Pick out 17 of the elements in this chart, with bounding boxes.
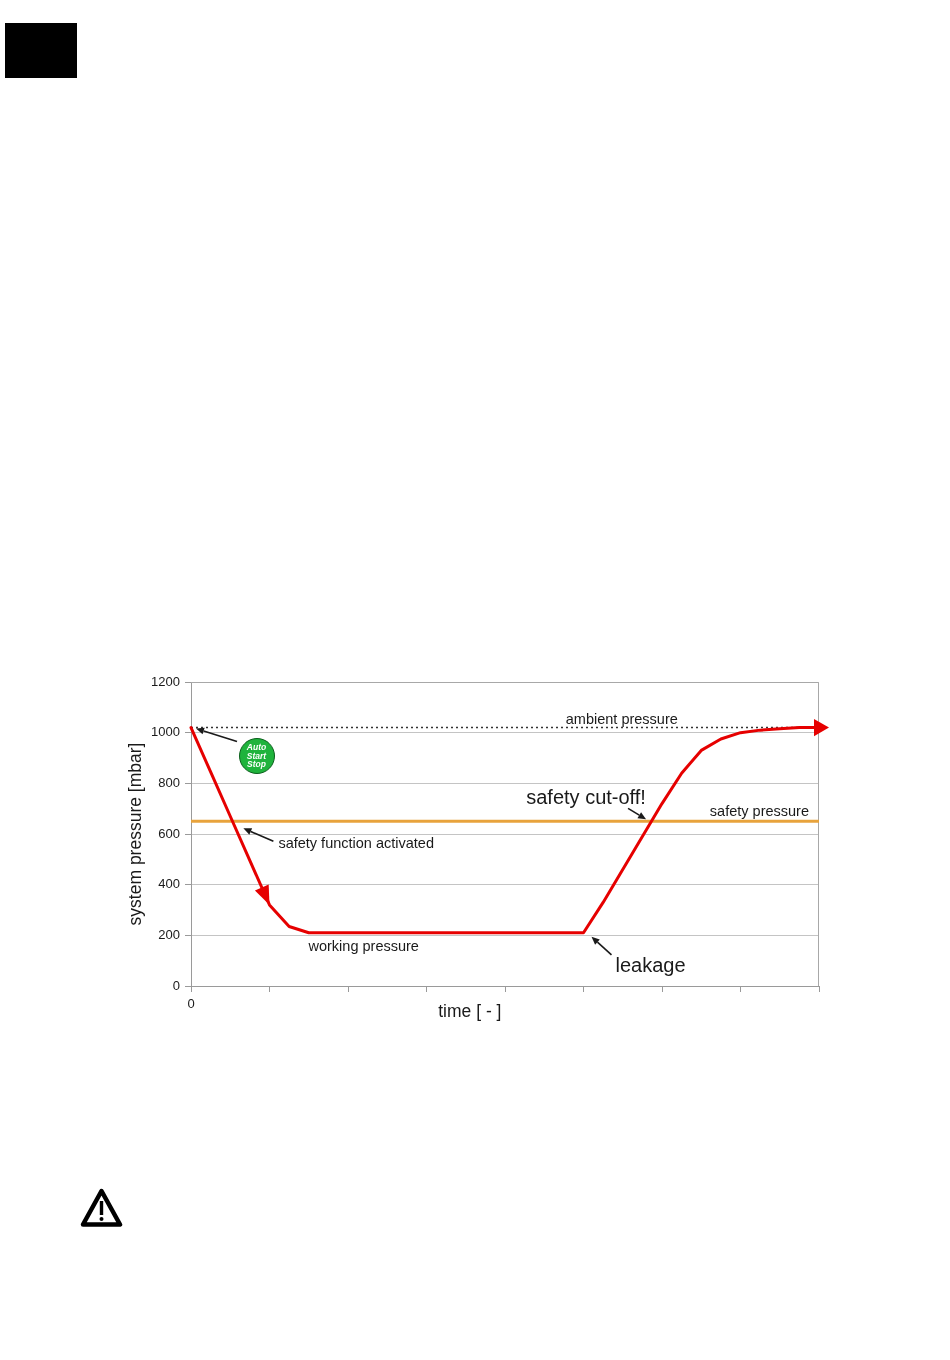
y-tick-label: 0	[172, 977, 180, 993]
y-tick-label: 600	[158, 825, 180, 841]
y-tick-label: 200	[158, 926, 180, 942]
ref-line-label: ambient pressure	[565, 710, 678, 727]
annotation: safety function activated	[278, 835, 434, 852]
ref-line-label: safety pressure	[709, 803, 809, 820]
annotation: leakage	[615, 954, 686, 977]
annotation: safety cut-off!	[526, 785, 646, 808]
annotation: Auto Start Stop	[245, 742, 268, 770]
y-tick-label: 800	[158, 774, 180, 790]
button-icon: Auto Start Stop	[238, 738, 275, 775]
y-tick-label: 1200	[151, 673, 180, 689]
y-tick-label: 1000	[151, 724, 180, 740]
x-axis-title: time [ - ]	[438, 1000, 502, 1021]
annotation: working pressure	[307, 937, 419, 954]
y-axis-title: system pressure [mbar]	[125, 742, 146, 926]
y-tick-label: 400	[158, 876, 180, 892]
